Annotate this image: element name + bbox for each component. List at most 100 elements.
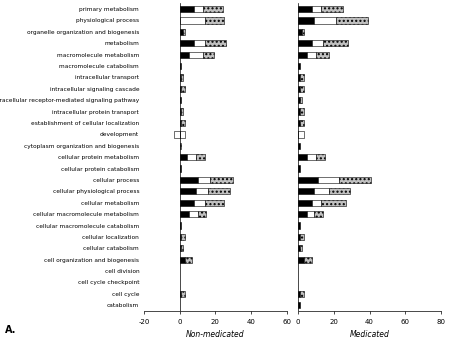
Bar [183, 29, 185, 35]
Bar [300, 108, 304, 115]
Bar [300, 120, 304, 126]
Bar [180, 74, 181, 80]
Bar [180, 40, 194, 46]
Bar [180, 131, 185, 138]
Bar [187, 154, 196, 160]
Bar [307, 154, 316, 160]
Bar [180, 154, 187, 160]
Bar [180, 120, 181, 126]
Bar [314, 188, 328, 194]
Bar [180, 51, 189, 58]
Bar [180, 63, 181, 69]
Bar [298, 188, 314, 194]
Bar [307, 211, 314, 217]
Bar [298, 302, 300, 308]
Bar [196, 154, 205, 160]
Bar [180, 108, 181, 115]
Bar [298, 97, 300, 103]
Bar [316, 154, 325, 160]
Bar [205, 17, 224, 24]
Bar [339, 177, 371, 183]
Bar [174, 131, 180, 138]
Bar [302, 29, 304, 35]
Bar [208, 188, 230, 194]
Bar [321, 200, 347, 206]
Bar [298, 108, 300, 115]
Bar [196, 188, 208, 194]
Bar [180, 245, 181, 251]
Bar [203, 6, 223, 12]
Bar [323, 40, 348, 46]
Bar [298, 200, 312, 206]
Bar [180, 6, 194, 12]
Bar [304, 257, 312, 263]
Bar [298, 74, 300, 80]
X-axis label: Non-medicated: Non-medicated [186, 330, 245, 338]
Bar [298, 63, 300, 69]
Bar [300, 86, 304, 92]
Bar [300, 291, 304, 297]
Bar [312, 40, 323, 46]
Bar [312, 200, 321, 206]
Bar [298, 234, 300, 240]
X-axis label: Medicated: Medicated [350, 330, 390, 338]
Bar [300, 74, 304, 80]
Bar [203, 51, 214, 58]
Bar [298, 131, 304, 138]
Bar [185, 257, 192, 263]
Bar [314, 17, 336, 24]
Bar [194, 40, 205, 46]
Bar [189, 211, 198, 217]
Bar [181, 291, 185, 297]
Bar [298, 86, 300, 92]
Bar [180, 29, 183, 35]
Bar [180, 165, 181, 172]
Bar [298, 29, 302, 35]
Bar [298, 211, 307, 217]
Bar [210, 177, 233, 183]
Bar [321, 6, 343, 12]
Bar [180, 234, 181, 240]
Bar [180, 188, 196, 194]
Bar [205, 40, 226, 46]
Bar [180, 200, 194, 206]
Bar [298, 154, 307, 160]
Bar [298, 17, 314, 24]
Bar [181, 234, 185, 240]
Bar [298, 291, 300, 297]
Bar [298, 245, 300, 251]
Bar [198, 211, 207, 217]
Text: A.: A. [4, 324, 16, 335]
Bar [307, 51, 316, 58]
Bar [298, 177, 318, 183]
Bar [189, 51, 203, 58]
Bar [312, 6, 321, 12]
Bar [298, 257, 304, 263]
Bar [318, 177, 339, 183]
Bar [314, 211, 323, 217]
Bar [298, 143, 300, 149]
Bar [180, 257, 185, 263]
Bar [298, 6, 312, 12]
Bar [181, 86, 185, 92]
Bar [181, 108, 183, 115]
Bar [180, 143, 181, 149]
Bar [298, 40, 312, 46]
Bar [300, 97, 302, 103]
Bar [180, 86, 181, 92]
Bar [181, 120, 185, 126]
Bar [298, 165, 300, 172]
Bar [180, 177, 198, 183]
Bar [300, 245, 302, 251]
Bar [194, 200, 205, 206]
Bar [336, 17, 368, 24]
Bar [181, 245, 183, 251]
Bar [298, 120, 300, 126]
Bar [298, 222, 300, 228]
Bar [194, 6, 203, 12]
Bar [300, 234, 304, 240]
Bar [180, 291, 181, 297]
Bar [328, 188, 350, 194]
Bar [180, 97, 181, 103]
Bar [180, 17, 205, 24]
